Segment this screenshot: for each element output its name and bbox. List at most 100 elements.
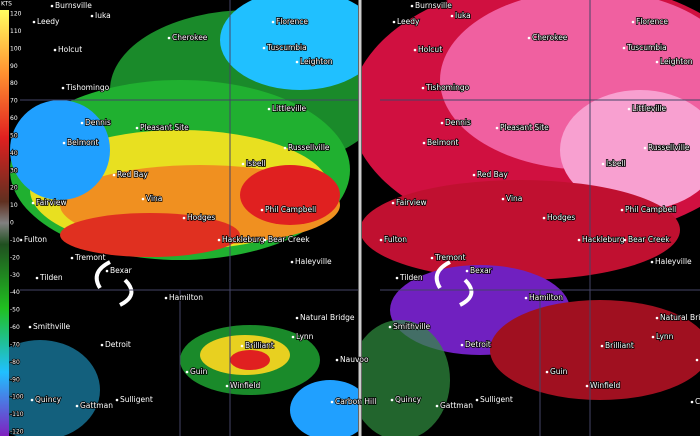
town-dot [164, 296, 168, 300]
town-dot [112, 173, 116, 177]
town-label: Tremont [74, 253, 106, 262]
town-label: Iuka [95, 11, 111, 20]
town-dot [135, 126, 139, 130]
town-dot [35, 276, 39, 280]
town-dot [115, 398, 119, 402]
town-dot [241, 162, 245, 166]
town-label: Bexar [110, 266, 133, 275]
town-label: Hamilton [169, 293, 203, 302]
town-label: Guin [550, 367, 568, 376]
town-label: Holcut [58, 45, 82, 54]
scale-tick-label: -20 [10, 254, 20, 261]
town-label: Sulligent [120, 395, 153, 404]
town-label: Littleville [272, 104, 307, 113]
scale-tick-label: 110 [10, 28, 22, 35]
town-label: Carbon Hill [695, 397, 700, 406]
scale-tick-label: 50 [10, 132, 18, 139]
town-label: Vina [506, 194, 522, 203]
county-lines [20, 0, 700, 436]
town-label: Smithville [393, 322, 431, 331]
town-label: Vina [146, 194, 162, 203]
town-label: Bexar [470, 266, 493, 275]
town-dot [623, 238, 627, 242]
town-dot [28, 325, 32, 329]
scale-tick-label: 90 [10, 63, 18, 70]
scale-tick-label: 10 [10, 202, 18, 209]
scale-tick-label: -110 [10, 411, 24, 418]
town-dot [395, 276, 399, 280]
town-label: Fulton [24, 235, 47, 244]
town-dot [695, 358, 699, 362]
town-dot [100, 343, 104, 347]
town-label: Leighton [300, 57, 333, 66]
town-label: Belmont [67, 138, 98, 147]
town-dot [631, 20, 635, 24]
town-label: Tuscumbia [626, 43, 667, 52]
town-dot [19, 238, 23, 242]
scale-tick-label: -10 [10, 237, 20, 244]
town-label: Isbell [246, 159, 266, 168]
town-dot [80, 121, 84, 125]
town-dot [430, 256, 434, 260]
town-labels: BurnsvilleIukaLeedyHolcutFlorenceCheroke… [19, 0, 700, 411]
town-dot [32, 20, 36, 24]
town-dot [585, 384, 589, 388]
town-dot [335, 358, 339, 362]
scale-tick-label: 70 [10, 98, 18, 105]
town-dot [30, 398, 34, 402]
town-label: Tilden [39, 273, 63, 282]
town-label: Red Bay [117, 170, 148, 179]
town-label: Tremont [434, 253, 466, 262]
town-label: Leedy [37, 17, 60, 26]
town-label: Natural Bridge [300, 313, 355, 322]
town-dot [475, 398, 479, 402]
town-label: Hodges [187, 213, 215, 222]
town-label: Phil Campbell [625, 205, 676, 214]
town-label: Lynn [296, 332, 314, 341]
town-dot [440, 121, 444, 125]
town-dot [622, 46, 626, 50]
scale-tick-label: -70 [10, 341, 20, 348]
town-dot [240, 344, 244, 348]
scale-tick-label: 100 [10, 45, 22, 52]
town-label: Dennis [85, 118, 111, 127]
town-dot [90, 14, 94, 18]
town-dot [410, 4, 414, 8]
town-dot [413, 48, 417, 52]
town-dot [527, 36, 531, 40]
town-label: Bear Creek [628, 235, 670, 244]
town-label: Tishomingo [425, 83, 470, 92]
town-dot [271, 20, 275, 24]
scale-tick-label: -80 [10, 359, 20, 366]
town-label: Lynn [656, 332, 674, 341]
town-dot [655, 60, 659, 64]
town-label: Fairview [396, 198, 427, 207]
town-dot [390, 398, 394, 402]
town-dot [650, 260, 654, 264]
reflectivity-panel [0, 0, 358, 436]
town-dot [141, 197, 145, 201]
town-label: Belmont [427, 138, 458, 147]
town-label: Quincy [35, 395, 62, 404]
town-dot [501, 197, 505, 201]
town-dot [61, 86, 65, 90]
town-label: Pleasant Site [500, 123, 549, 132]
scale-tick-label: 20 [10, 185, 18, 192]
scale-tick-label: -120 [10, 429, 24, 436]
town-dot [524, 296, 528, 300]
town-label: Carbon Hill [335, 397, 376, 406]
scale-tick-label: 80 [10, 80, 18, 87]
scale-tick-label: 120 [10, 11, 22, 18]
town-label: Iuka [455, 11, 471, 20]
town-label: Hodges [547, 213, 575, 222]
town-dot [460, 343, 464, 347]
town-dot [70, 256, 74, 260]
town-dot [472, 173, 476, 177]
town-dot [379, 238, 383, 242]
color-bar [0, 10, 9, 436]
scale-tick-label: 30 [10, 167, 18, 174]
town-dot [388, 325, 392, 329]
town-label: Smithville [33, 322, 71, 331]
town-dot [542, 216, 546, 220]
